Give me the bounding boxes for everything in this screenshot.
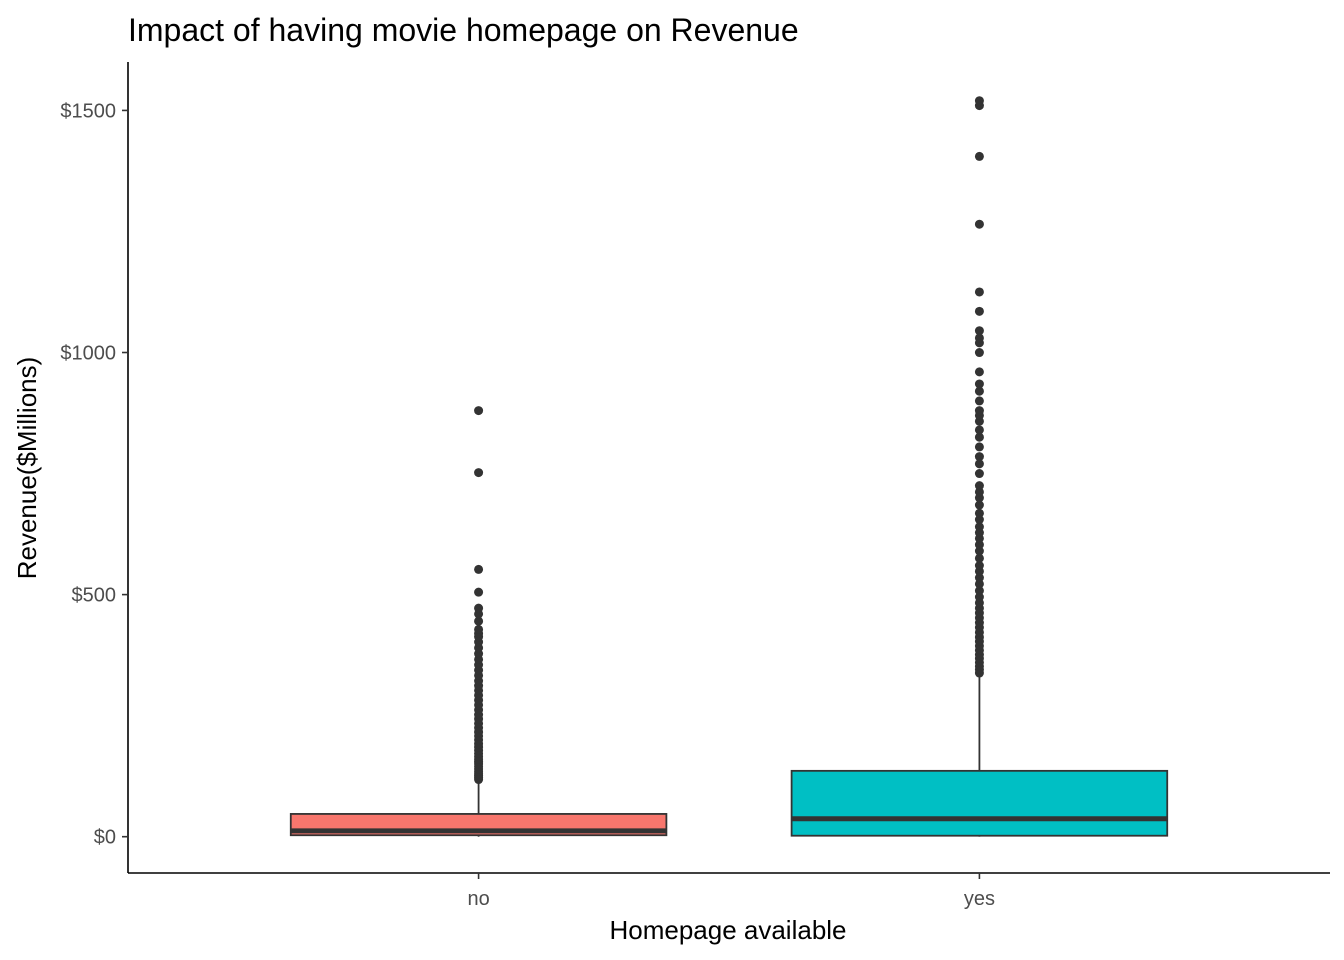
outlier-point	[974, 396, 984, 406]
outlier-point	[974, 219, 984, 229]
outlier-point	[974, 442, 984, 452]
outlier-point	[974, 500, 984, 510]
outlier-point	[974, 487, 984, 497]
outlier-point	[974, 459, 984, 469]
y-tick-label: $1500	[60, 100, 116, 122]
outlier-point	[974, 586, 984, 596]
outlier-point	[974, 573, 984, 583]
outlier-point	[474, 616, 484, 626]
outlier-point	[974, 306, 984, 316]
outlier-point	[974, 367, 984, 377]
y-tick-label: $1000	[60, 343, 116, 365]
outlier-point	[974, 452, 984, 462]
outlier-point	[974, 348, 984, 358]
outlier-point	[974, 432, 984, 442]
outlier-point	[474, 603, 484, 613]
y-axis-ticks: $0 $500 $1000 $1500	[60, 100, 128, 849]
outlier-point	[974, 326, 984, 336]
outlier-point	[974, 540, 984, 550]
x-axis-ticks: no yes	[467, 873, 995, 910]
outlier-point	[974, 522, 984, 532]
outlier-point	[474, 587, 484, 597]
outlier-point	[974, 579, 984, 589]
outlier-point	[974, 553, 984, 563]
y-tick-label: $500	[72, 585, 117, 607]
outlier-point	[474, 406, 484, 416]
outlier-point	[974, 425, 984, 435]
outlier-point	[474, 468, 484, 478]
y-axis-title: Revenue($Millions)	[12, 357, 42, 580]
outlier-point	[974, 386, 984, 396]
outlier-point	[974, 469, 984, 479]
outlier-point	[974, 333, 984, 343]
outlier-point	[974, 406, 984, 416]
outlier-point	[974, 481, 984, 491]
outlier-point	[974, 287, 984, 297]
box-iqr	[790, 769, 1169, 837]
x-tick-label: no	[467, 888, 489, 910]
outlier-point	[974, 546, 984, 556]
outlier-point	[974, 379, 984, 389]
y-tick-label: $0	[94, 827, 116, 849]
x-axis-title: Homepage available	[609, 915, 846, 945]
outlier-point	[974, 515, 984, 525]
outlier-point	[974, 96, 984, 106]
outlier-point	[974, 151, 984, 161]
box-yes	[790, 96, 1169, 837]
outlier-point	[974, 561, 984, 571]
outlier-point	[474, 564, 484, 574]
x-tick-label: yes	[964, 888, 995, 910]
plot-area	[289, 96, 1169, 837]
outlier-point	[474, 624, 484, 634]
outlier-point	[974, 508, 984, 518]
box-no	[289, 406, 668, 837]
outlier-point	[974, 592, 984, 602]
chart-title: Impact of having movie homepage on Reven…	[128, 12, 799, 48]
